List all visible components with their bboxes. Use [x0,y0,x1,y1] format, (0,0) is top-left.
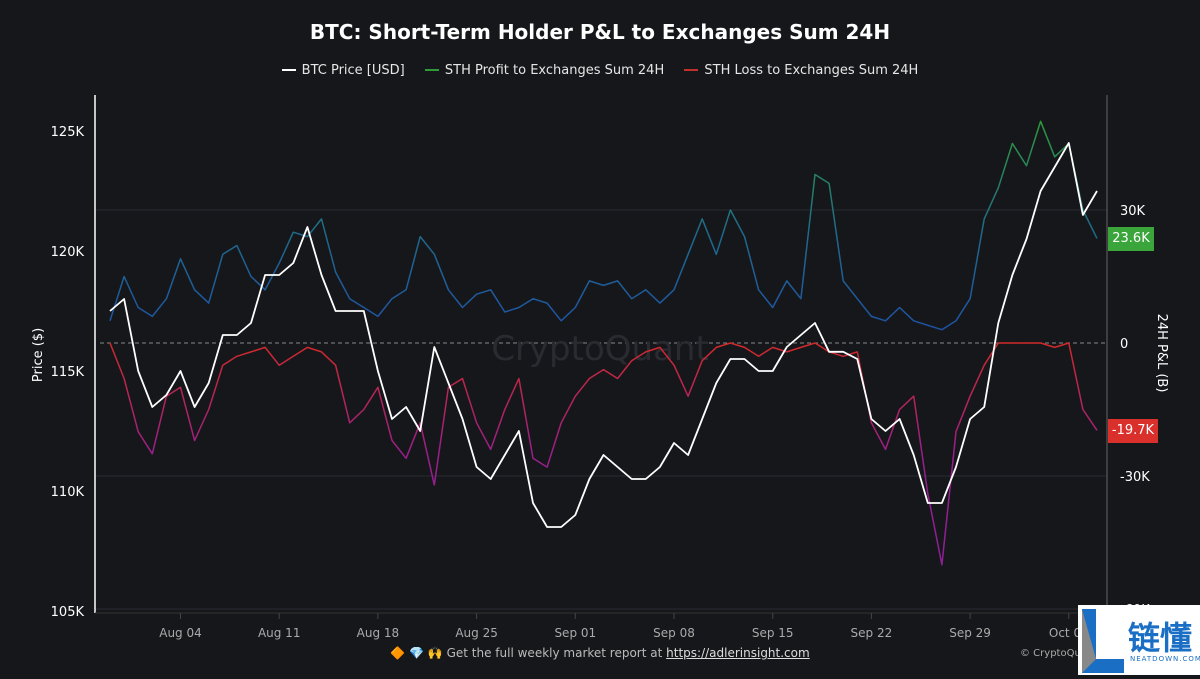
copyright: © CryptoQuant [1020,648,1098,659]
legend-item-price[interactable]: BTC Price [USD] [281,62,405,78]
x-tick-label: Sep 08 [653,626,695,640]
footer-link[interactable]: https://adlerinsight.com [666,646,810,660]
legend-label: BTC Price [USD] [301,62,405,78]
y-tick-right: -30K [1120,470,1150,485]
neatdown-logo: 链懂 NEATDOWN.COM [1078,605,1200,675]
y-tick-right: 0 [1120,337,1128,352]
legend-label: STH Profit to Exchanges Sum 24H [444,62,665,78]
series-sth-loss-line [109,342,1098,566]
logo-text: 链懂 [1128,619,1193,657]
y-axis-left-label: Price ($) [31,328,46,382]
legend-swatch [684,69,699,71]
y-axis-right-label: 24H P&L (B) [1154,314,1169,393]
profit-last-value-tag: 23.6K [1108,227,1154,251]
footer-emoji: 🔶 💎 🙌 [390,646,443,660]
y-tick-left: 110K [51,485,85,500]
legend-item-loss[interactable]: STH Loss to Exchanges Sum 24H [684,63,918,78]
x-tick-label: Sep 15 [752,626,794,640]
x-tick-label: Aug 11 [258,626,301,640]
x-tick-label: Aug 18 [357,626,400,640]
y-tick-left: 125K [51,125,85,140]
legend-swatch [424,69,439,71]
loss-last-value-tag: -19.7K [1108,419,1158,443]
x-tick-label: Sep 01 [554,626,596,640]
legend-label: STH Loss to Exchanges Sum 24H [704,62,919,78]
chart-title: BTC: Short-Term Holder P&L to Exchanges … [309,20,891,44]
x-tick-label: Sep 29 [949,626,991,640]
logo-subtext: NEATDOWN.COM [1130,655,1200,663]
y-tick-left: 105K [51,605,85,620]
footer: 🔶 💎 🙌 Get the full weekly market report … [0,646,1200,660]
x-tick-label: Aug 04 [159,626,202,640]
watermark: CryptoQuant [491,329,709,369]
y-tick-right: 30K [1120,204,1146,219]
y-tick-left: 115K [51,365,85,380]
x-tick-label: Aug 25 [455,626,498,640]
legend-swatch [281,69,296,71]
footer-text: Get the full weekly market report at [446,646,663,660]
legend-item-profit[interactable]: STH Profit to Exchanges Sum 24H [424,62,665,78]
series-btc-price-line [109,142,1098,528]
y-tick-left: 120K [51,245,85,260]
legend: BTC Price [USD] STH Profit to Exchanges … [0,60,1200,78]
x-tick-label: Sep 22 [851,626,893,640]
series-sth-profit-line [109,120,1098,331]
